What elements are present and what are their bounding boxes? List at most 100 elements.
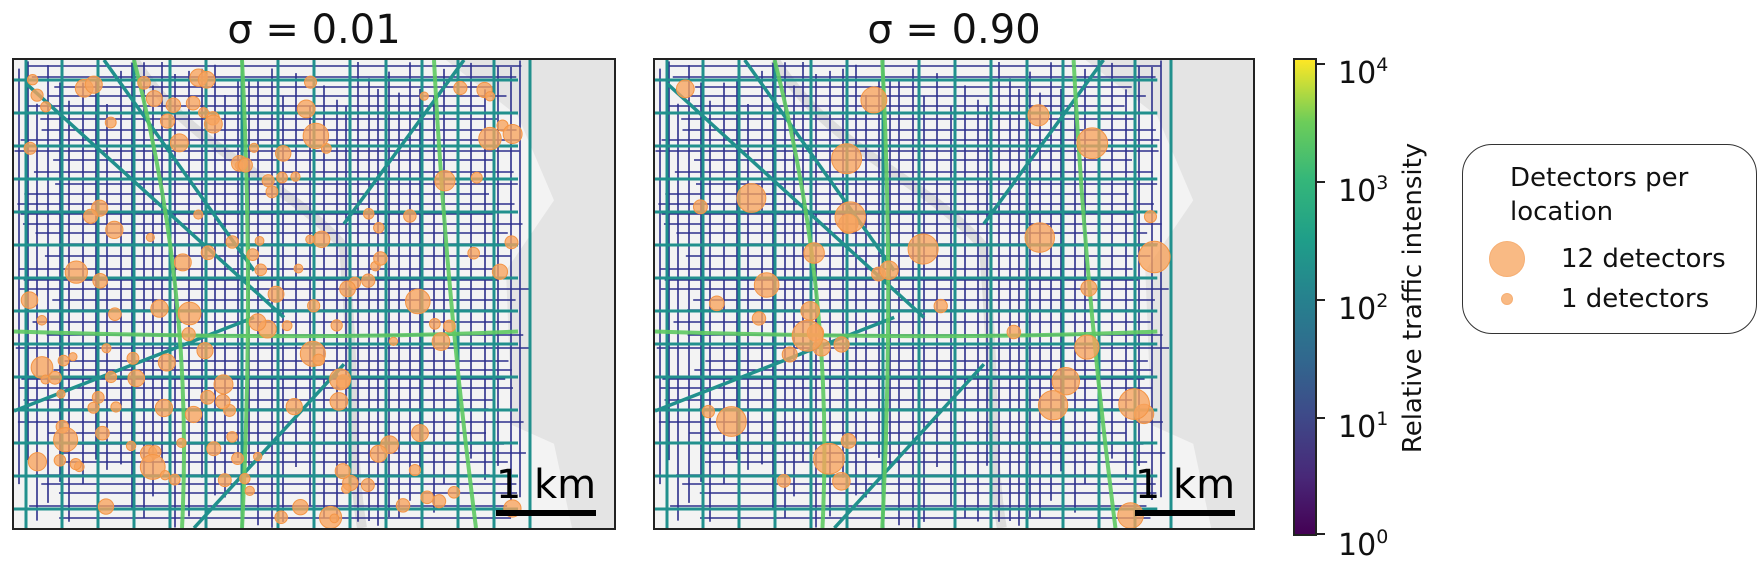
detector-marker: [404, 288, 431, 315]
detector-marker: [125, 440, 137, 452]
detector-marker: [53, 454, 67, 467]
detector-marker: [312, 353, 325, 367]
detector-marker: [87, 401, 100, 414]
detector-marker: [432, 494, 447, 509]
detector-marker: [307, 299, 321, 313]
detector-marker: [434, 170, 456, 192]
detector-marker: [165, 97, 182, 113]
detector-marker: [832, 472, 851, 491]
detector-marker: [296, 99, 316, 119]
detector-marker: [831, 143, 863, 175]
detector-marker: [185, 95, 201, 111]
detector-marker: [777, 474, 791, 488]
detector-marker: [173, 253, 192, 272]
detector-marker: [716, 406, 747, 437]
scale-bar: 1 km: [1135, 462, 1235, 516]
detector-marker: [23, 141, 37, 155]
detector-marker: [447, 485, 461, 499]
detector-marker: [57, 354, 70, 367]
detector-marker: [470, 171, 483, 184]
detector-marker: [341, 483, 352, 494]
detector-marker: [813, 442, 845, 475]
detector-marker: [177, 301, 202, 326]
colorbar-tick-label: 101: [1338, 408, 1389, 445]
detector-marker: [429, 317, 441, 330]
legend-item: 12 detectors: [1463, 239, 1756, 279]
colorbar-tick: [1317, 299, 1325, 301]
colorbar-tick-label: 102: [1338, 290, 1389, 327]
detector-marker: [403, 209, 417, 223]
detector-marker: [217, 473, 232, 488]
detector-marker: [1024, 222, 1056, 253]
detector-marker: [281, 320, 293, 332]
map-panel-left[interactable]: 1 km: [12, 58, 616, 530]
colorbar-tick: [1317, 63, 1325, 65]
detector-marker: [274, 145, 292, 162]
detector-marker: [800, 301, 820, 321]
detector-marker: [675, 79, 695, 99]
detector-marker: [1118, 388, 1150, 420]
detector-marker: [145, 90, 163, 107]
detector-marker: [40, 101, 52, 113]
small-marker-icon: [1501, 293, 1513, 305]
detector-marker: [329, 513, 340, 524]
detector-marker: [1143, 210, 1157, 224]
detector-marker: [302, 122, 330, 150]
detector-marker: [274, 510, 288, 525]
panel-title-left: σ = 0.01: [227, 7, 401, 53]
detector-marker: [252, 451, 263, 462]
colorbar-tick-label: 103: [1338, 172, 1389, 209]
detector-marker: [709, 295, 725, 312]
detector-marker: [420, 490, 434, 505]
scale-bar-label: 1 km: [496, 462, 596, 508]
detector-marker: [145, 232, 155, 242]
detector-marker: [200, 245, 216, 261]
detector-marker: [105, 220, 124, 240]
detector-marker: [261, 174, 275, 188]
detector-marker: [292, 498, 309, 516]
detector-marker: [84, 75, 103, 94]
detector-marker: [159, 113, 176, 129]
detector-marker: [198, 107, 210, 119]
detector-marker: [48, 370, 62, 385]
detector-marker: [215, 393, 231, 410]
detector-marker: [753, 272, 780, 298]
detector-marker: [248, 313, 267, 332]
detector-marker: [312, 230, 331, 249]
detector-marker: [169, 133, 189, 153]
detector-marker: [104, 116, 117, 129]
detector-marker: [92, 272, 108, 289]
detector-marker: [276, 171, 288, 184]
detector-marker: [159, 470, 171, 481]
detector-marker: [1080, 279, 1098, 297]
detector-marker: [238, 157, 253, 173]
detector-marker: [373, 222, 385, 234]
colorbar-tick-label: 100: [1338, 526, 1389, 563]
detector-marker: [64, 260, 88, 284]
detector-marker: [692, 199, 708, 215]
detector-marker: [200, 389, 216, 405]
detector-marker: [290, 171, 301, 182]
detector-marker: [395, 498, 411, 513]
detector-marker: [56, 389, 66, 399]
detector-marker: [30, 88, 44, 102]
detector-marker: [933, 298, 948, 314]
detector-marker: [304, 75, 318, 89]
map-panel-right[interactable]: 1 km: [653, 58, 1255, 530]
detector-marker: [248, 142, 260, 153]
detector-marker: [907, 233, 939, 265]
detector-marker: [97, 498, 115, 515]
detector-marker: [781, 346, 798, 363]
detector-marker: [239, 472, 251, 485]
legend-item: 1 detectors: [1463, 279, 1756, 319]
detector-marker: [95, 425, 110, 441]
detector-marker: [833, 336, 850, 353]
detector-marker: [1138, 240, 1171, 274]
detector-marker: [168, 473, 181, 486]
detector-marker: [339, 280, 356, 298]
detector-marker: [751, 311, 767, 326]
detector-marker: [20, 291, 39, 309]
detector-marker: [330, 319, 343, 332]
colorbar-tick: [1317, 181, 1325, 183]
detector-marker: [305, 234, 315, 245]
